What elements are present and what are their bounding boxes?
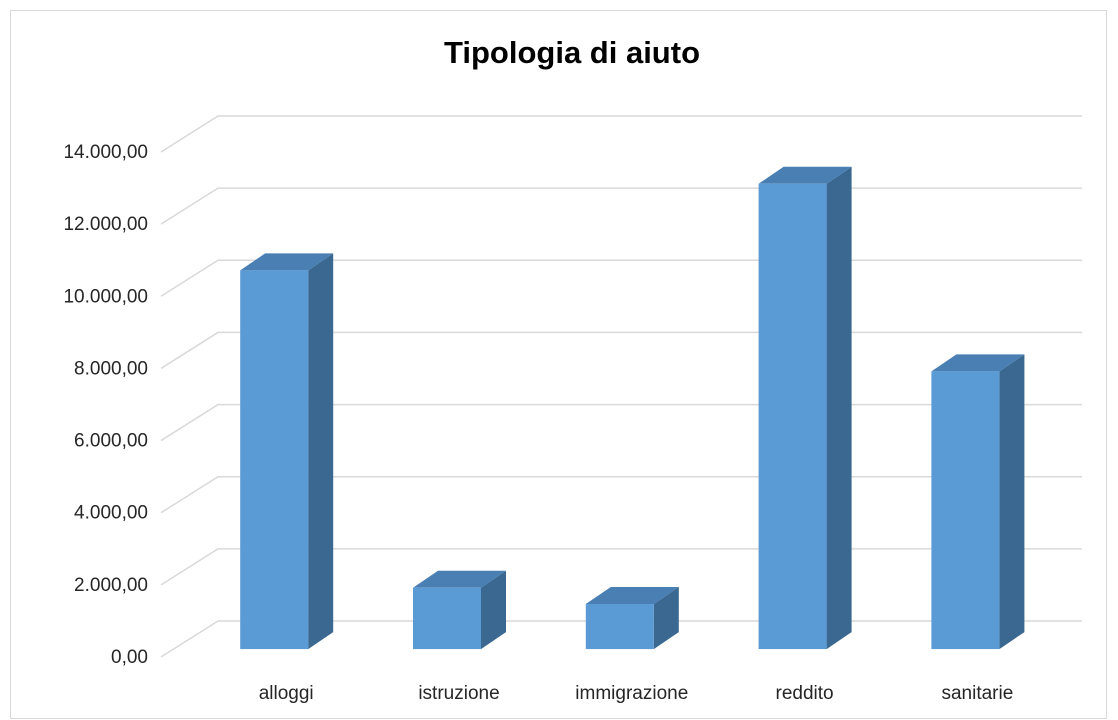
y-tick-label: 0,00 bbox=[111, 647, 148, 668]
bar-immigrazione bbox=[585, 586, 679, 650]
gridline bbox=[160, 115, 1082, 153]
bar-front-face bbox=[931, 371, 1000, 650]
bar-sanitarie bbox=[931, 354, 1025, 650]
y-tick-label: 10.000,00 bbox=[63, 286, 148, 307]
bar-top-face bbox=[240, 253, 334, 271]
y-tick-label: 4.000,00 bbox=[74, 503, 148, 524]
bar-istruzione bbox=[413, 570, 506, 650]
x-category-label: alloggi bbox=[259, 683, 314, 704]
x-category-label: sanitarie bbox=[941, 683, 1013, 704]
bar-top-face bbox=[931, 354, 1025, 372]
bar-front-face bbox=[413, 587, 481, 650]
label-layer: 0,00 2.000,00 4.000,00 6.000,00 8.000,00 10.0… bbox=[63, 142, 1013, 704]
bar-layer bbox=[240, 166, 1025, 650]
y-tick-label: 14.000,00 bbox=[63, 142, 148, 163]
bar-side-face bbox=[481, 570, 506, 650]
bar-front-face bbox=[585, 603, 654, 650]
chart-frame bbox=[10, 10, 1107, 719]
bar-top-face bbox=[585, 586, 679, 604]
bar-side-face bbox=[308, 253, 334, 650]
y-tick-label: 6.000,00 bbox=[74, 431, 148, 452]
bar-side-face bbox=[999, 354, 1025, 650]
bar-side-face bbox=[826, 166, 852, 650]
y-tick-label: 12.000,00 bbox=[63, 214, 148, 235]
gridline bbox=[160, 187, 1082, 225]
y-tick-label: 2.000,00 bbox=[74, 575, 148, 596]
chart-title: Tipologia di aiuto bbox=[444, 35, 700, 70]
bar-reddito bbox=[758, 166, 852, 650]
y-tick-label: 8.000,00 bbox=[74, 358, 148, 379]
bar-alloggi bbox=[240, 253, 334, 650]
bar-front-face bbox=[758, 183, 827, 650]
bar-top-face bbox=[413, 570, 506, 588]
bar-side-face bbox=[653, 586, 679, 650]
bar-top-face bbox=[758, 166, 852, 184]
x-category-label: immigrazione bbox=[575, 683, 688, 704]
x-category-label: reddito bbox=[776, 683, 834, 704]
bar-front-face bbox=[240, 270, 309, 650]
x-category-label: istruzione bbox=[418, 683, 499, 704]
